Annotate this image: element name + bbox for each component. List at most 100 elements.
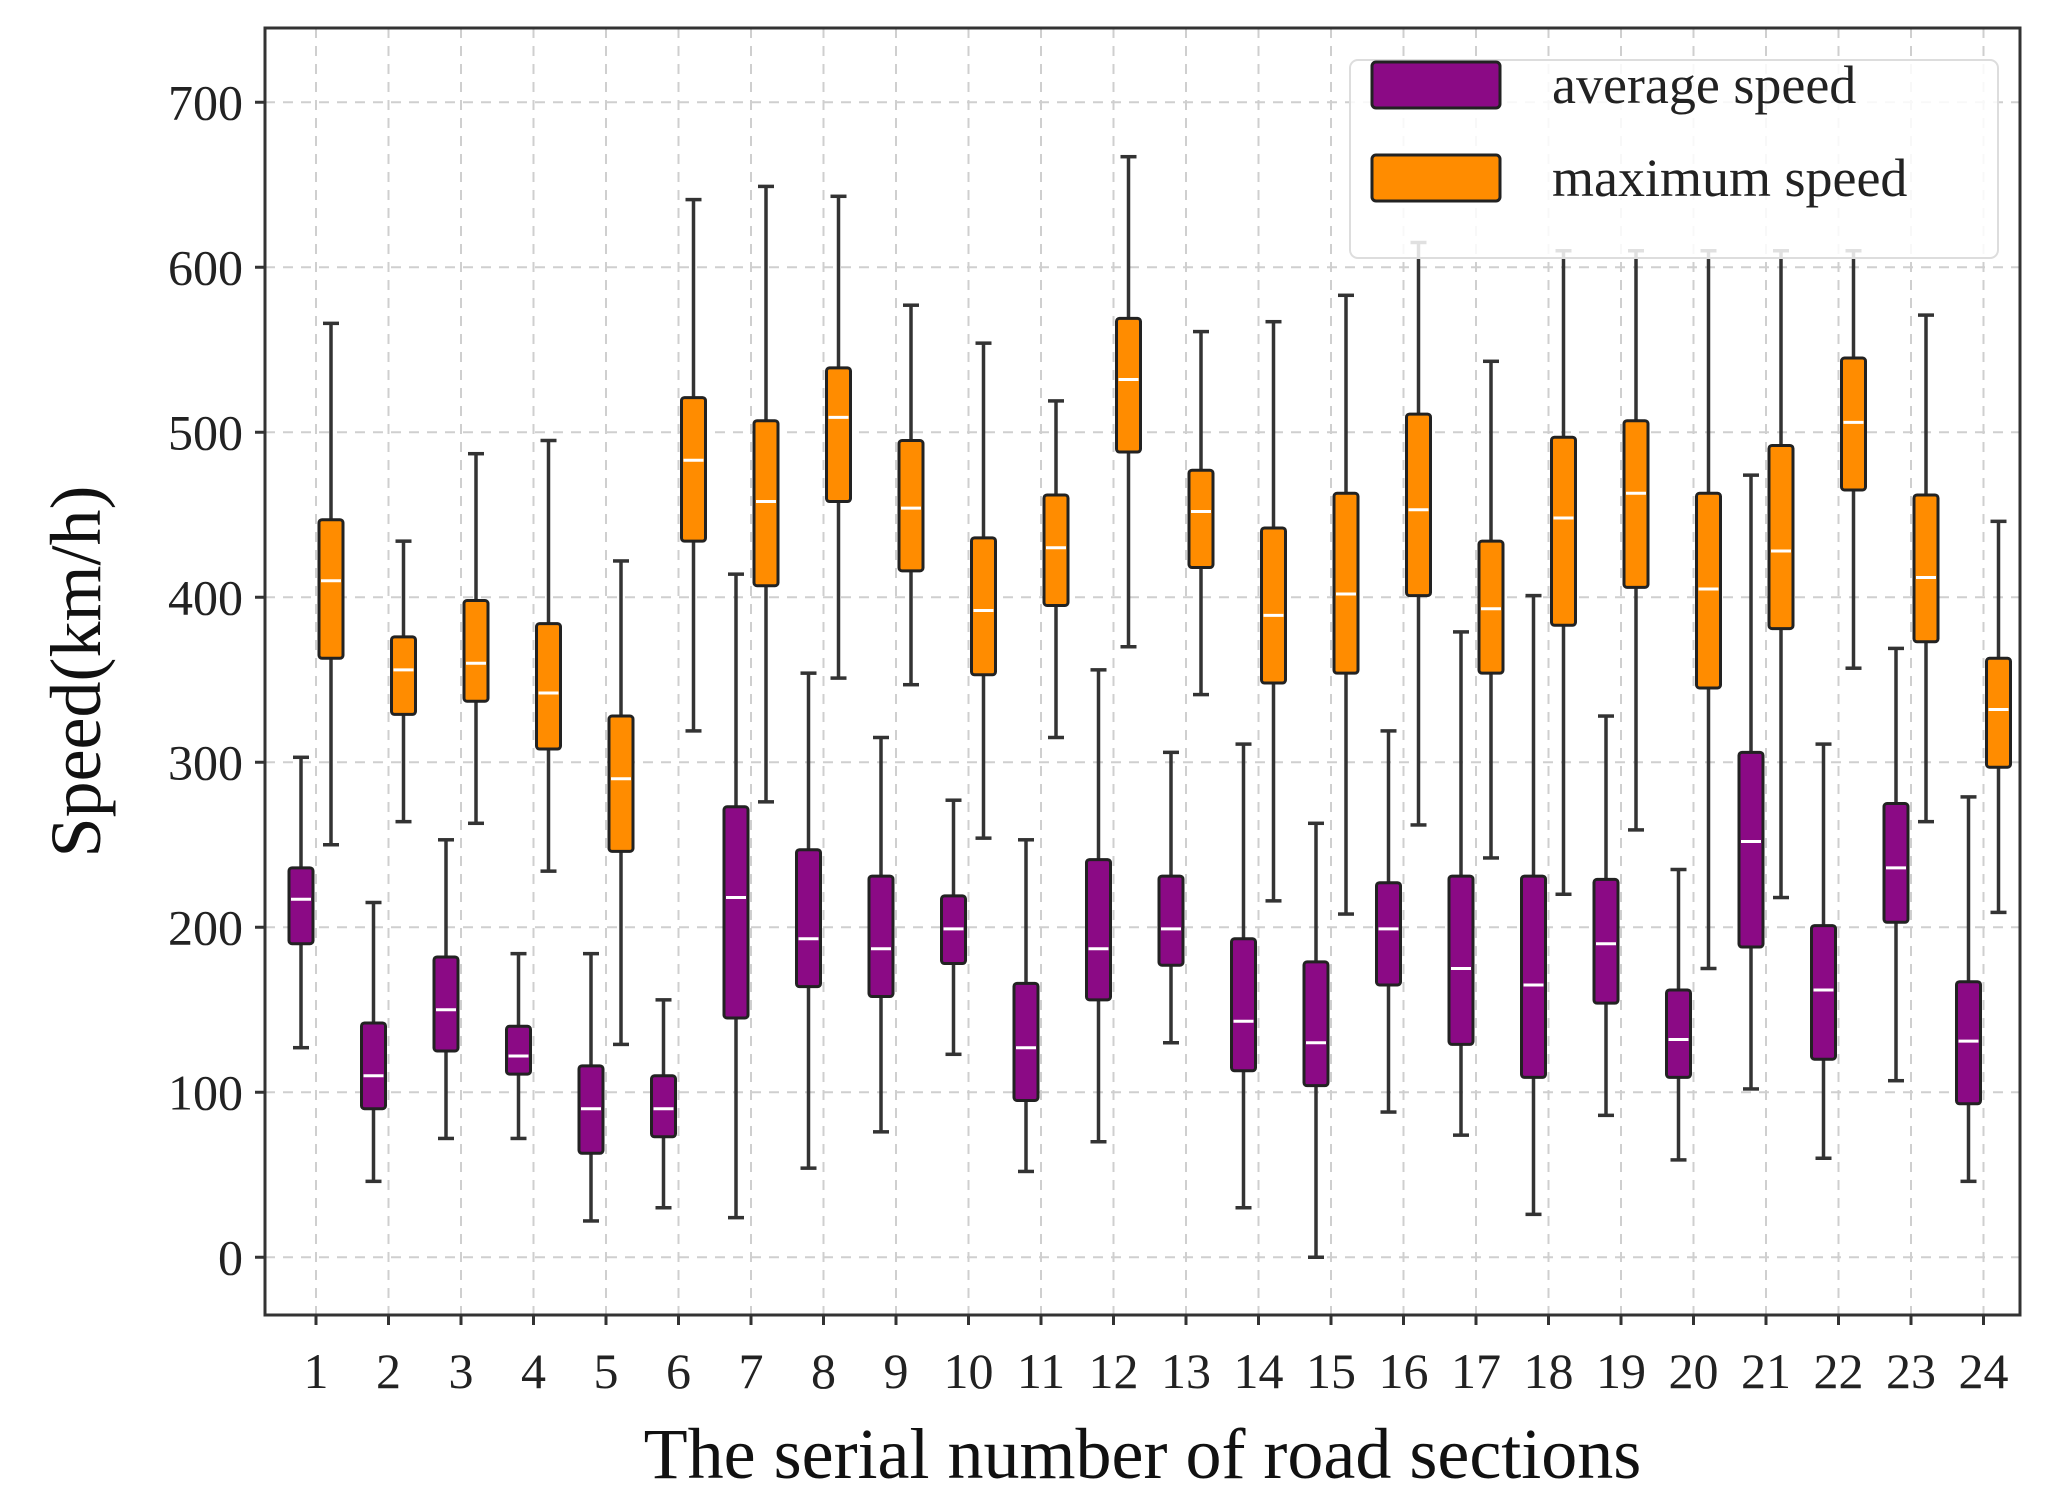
average-speed-box-2	[360, 900, 387, 1184]
average-speed-box-15	[1302, 821, 1330, 1259]
maximum-speed-box-7	[752, 184, 780, 804]
average-speed-box-11	[1012, 838, 1040, 1174]
average-speed-box-7	[722, 572, 750, 1220]
grid-lines	[265, 28, 2020, 1315]
maximum-speed-box-13	[1187, 329, 1215, 697]
iqr-box	[1260, 526, 1287, 685]
maximum-speed-box-20	[1695, 249, 1722, 971]
average-speed-box-24	[1955, 795, 1982, 1184]
iqr-box	[1882, 802, 1910, 924]
maximum-speed-box-18	[1550, 249, 1577, 896]
legend-label-average-speed: average speed	[1552, 55, 1856, 115]
iqr-box	[970, 536, 997, 677]
maximum-speed-box-6	[680, 197, 707, 733]
average-speed-box-4	[505, 951, 532, 1141]
box-series	[287, 154, 2012, 1259]
x-axis-title: The serial number of road sections	[644, 1414, 1642, 1494]
maximum-speed-box-5	[607, 559, 635, 1047]
iqr-box	[1592, 877, 1620, 1005]
y-tick-label: 100	[168, 1064, 243, 1120]
average-speed-box-17	[1447, 630, 1475, 1137]
iqr-box	[1520, 874, 1547, 1079]
x-tick-label: 14	[1234, 1343, 1284, 1399]
average-speed-box-22	[1810, 742, 1837, 1160]
iqr-box	[607, 714, 635, 853]
average-speed-box-8	[795, 671, 822, 1170]
x-tick-label: 15	[1306, 1343, 1356, 1399]
iqr-box	[360, 1021, 387, 1111]
x-tick-label: 6	[666, 1343, 691, 1399]
average-speed-box-13	[1157, 750, 1185, 1045]
y-tick-label: 400	[168, 569, 243, 625]
maximum-speed-box-11	[1042, 399, 1070, 740]
average-speed-box-19	[1592, 714, 1620, 1118]
maximum-speed-box-22	[1840, 249, 1867, 670]
y-tick-label: 700	[168, 74, 243, 130]
average-speed-box-18	[1520, 593, 1547, 1217]
iqr-box	[287, 866, 315, 946]
iqr-box	[1012, 981, 1040, 1102]
average-speed-box-23	[1882, 646, 1910, 1083]
y-tick-label: 0	[218, 1229, 243, 1285]
maximum-speed-box-12	[1115, 154, 1142, 649]
y-tick-label: 300	[168, 734, 243, 790]
x-tick-label: 5	[594, 1343, 619, 1399]
maximum-speed-box-15	[1332, 293, 1360, 916]
iqr-box	[1375, 881, 1402, 987]
legend-swatch-maximum-speed	[1370, 153, 1502, 203]
iqr-box	[680, 396, 707, 543]
average-speed-box-1	[287, 755, 315, 1050]
maximum-speed-box-4	[535, 438, 562, 873]
iqr-box	[1695, 491, 1722, 690]
legend: average speed maximum speed	[1349, 55, 1999, 259]
average-speed-box-6	[650, 998, 677, 1210]
average-speed-box-14	[1230, 742, 1257, 1210]
x-tick-label: 23	[1886, 1343, 1936, 1399]
x-tick-label: 11	[1017, 1343, 1065, 1399]
iqr-box	[1115, 316, 1142, 454]
iqr-box	[825, 366, 852, 504]
legend-swatch-average-speed	[1370, 60, 1502, 110]
iqr-box	[1405, 412, 1432, 598]
average-speed-box-9	[867, 735, 895, 1134]
iqr-box	[1737, 750, 1765, 949]
legend-label-maximum-speed: maximum speed	[1552, 148, 1907, 208]
x-tick-label: 22	[1814, 1343, 1864, 1399]
iqr-box	[317, 518, 345, 660]
y-axis-title: Speed(km/h)	[36, 486, 116, 858]
x-tick-label: 12	[1089, 1343, 1139, 1399]
iqr-box	[535, 622, 562, 751]
maximum-speed-box-14	[1260, 319, 1287, 903]
iqr-box	[1550, 435, 1577, 627]
iqr-box	[1767, 443, 1795, 631]
iqr-box	[650, 1074, 677, 1139]
average-speed-box-20	[1665, 867, 1692, 1162]
maximum-speed-box-19	[1622, 249, 1650, 832]
iqr-box	[722, 805, 750, 1020]
iqr-box	[1985, 656, 2012, 769]
average-speed-box-10	[940, 798, 967, 1057]
x-tick-label: 20	[1669, 1343, 1719, 1399]
maximum-speed-box-1	[317, 321, 345, 847]
maximum-speed-box-9	[897, 303, 925, 687]
iqr-box	[1302, 960, 1330, 1088]
iqr-box	[1332, 491, 1360, 675]
legend-frame	[1349, 59, 1999, 259]
maximum-speed-box-2	[390, 539, 417, 824]
x-tick-label: 16	[1379, 1343, 1429, 1399]
maximum-speed-box-21	[1767, 249, 1795, 900]
iqr-box	[1840, 356, 1867, 492]
iqr-box	[795, 848, 822, 989]
iqr-box	[1042, 493, 1070, 608]
x-tick-label: 18	[1524, 1343, 1574, 1399]
x-tick-label: 3	[449, 1343, 474, 1399]
maximum-speed-box-3	[462, 451, 490, 826]
iqr-box	[1447, 874, 1475, 1046]
maximum-speed-box-24	[1985, 519, 2012, 915]
x-tick-label: 21	[1741, 1343, 1791, 1399]
iqr-box	[390, 635, 417, 716]
x-tick-label: 19	[1596, 1343, 1646, 1399]
iqr-box	[1810, 924, 1837, 1061]
iqr-box	[462, 599, 490, 703]
